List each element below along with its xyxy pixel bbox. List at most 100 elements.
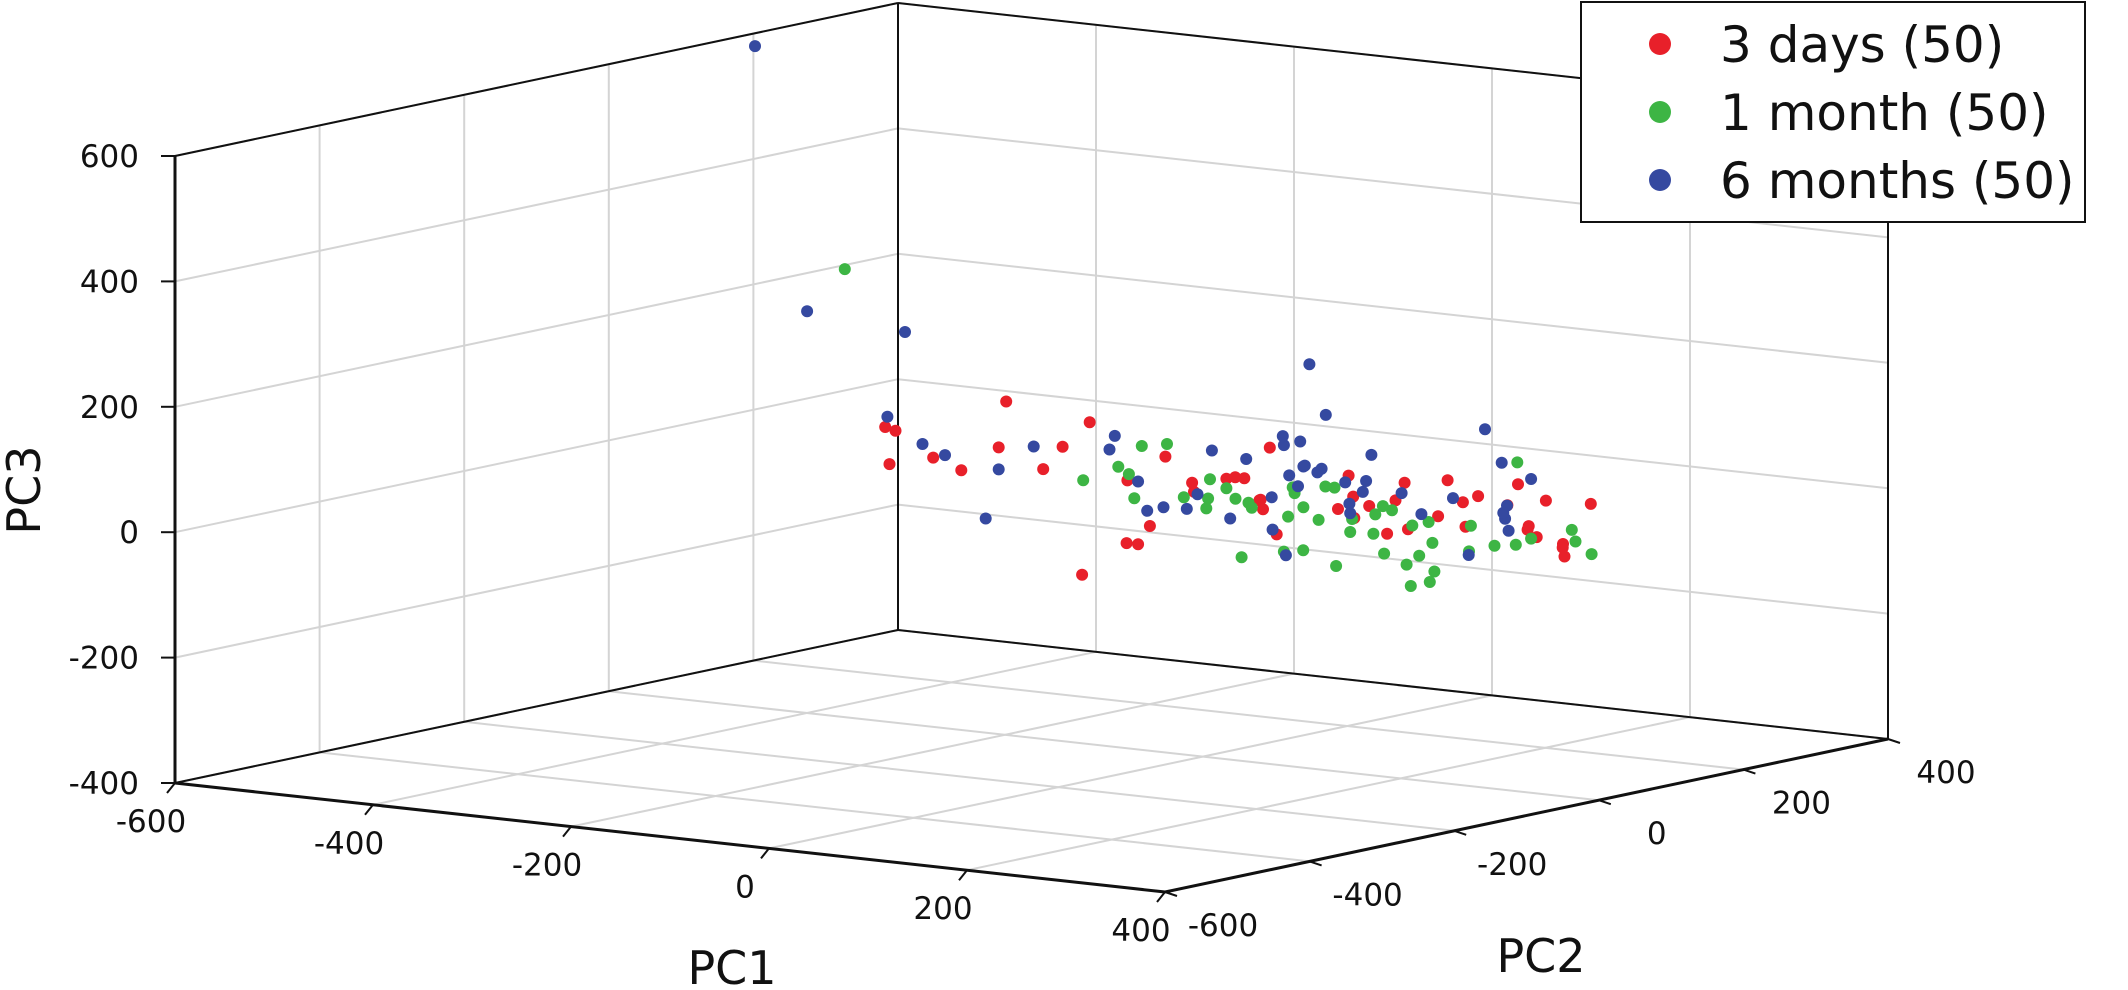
- data-point: [1083, 416, 1096, 429]
- series-group: [838, 263, 1598, 592]
- data-point: [1464, 519, 1477, 532]
- data-point: [1037, 463, 1050, 476]
- x-tick-mark: [760, 847, 770, 860]
- data-point: [1497, 506, 1510, 519]
- data-point: [1077, 474, 1090, 487]
- floor-grid-line: [608, 690, 1599, 802]
- data-point: [1422, 516, 1435, 528]
- data-point: [1426, 536, 1439, 549]
- data-point: [801, 305, 814, 318]
- floor-grid-line: [372, 650, 1097, 806]
- floor-grid-line: [570, 672, 1295, 828]
- data-point: [1428, 565, 1441, 578]
- data-point: [1277, 439, 1290, 452]
- series-group: [749, 40, 1538, 562]
- x-axis-line: [174, 781, 1166, 894]
- data-point: [1224, 512, 1237, 525]
- x-tick-label: -400: [314, 826, 384, 862]
- data-point: [1369, 508, 1382, 521]
- y-axis-line: [1164, 737, 1889, 894]
- y-tick-mark: [1598, 799, 1612, 806]
- data-point: [1000, 395, 1013, 408]
- data-point: [1220, 482, 1233, 495]
- data-point: [1276, 430, 1289, 443]
- data-point: [1441, 474, 1454, 487]
- data-point: [1363, 500, 1376, 512]
- legend-marker: [1649, 33, 1671, 55]
- x-tick-label: -200: [512, 848, 582, 884]
- data-point: [1512, 478, 1524, 491]
- legend-label: 1 month (50): [1720, 84, 2049, 142]
- x-tick-label: 0: [735, 869, 755, 905]
- data-point: [1191, 488, 1204, 501]
- data-point: [1312, 513, 1325, 526]
- box-edge: [174, 2, 899, 157]
- data-point: [1413, 549, 1426, 562]
- data-point: [992, 441, 1005, 454]
- data-point: [1472, 490, 1485, 503]
- data-point: [1242, 496, 1255, 509]
- z-tick-label: 200: [80, 390, 139, 426]
- data-point: [1294, 435, 1307, 448]
- y-tick-mark: [1309, 860, 1322, 867]
- data-point: [1344, 507, 1357, 520]
- data-point: [1356, 485, 1369, 498]
- data-point: [881, 410, 894, 423]
- wall-grid-line: [174, 252, 899, 408]
- floor-grid-line: [768, 694, 1493, 850]
- data-point: [1344, 526, 1357, 538]
- legend-marker: [1649, 101, 1671, 123]
- data-point: [1103, 443, 1116, 456]
- data-point: [1509, 538, 1522, 551]
- y-tick-label: -600: [1188, 908, 1258, 944]
- y-tick-label: 200: [1772, 786, 1831, 822]
- z-axis-title: PC3: [0, 445, 51, 534]
- data-point: [1398, 476, 1411, 489]
- data-point: [1400, 558, 1413, 571]
- x-axis-title: PC1: [687, 941, 776, 990]
- data-point: [979, 512, 992, 525]
- data-point: [1502, 524, 1515, 537]
- data-point: [1279, 549, 1292, 562]
- data-point: [1235, 551, 1248, 564]
- data-point: [1303, 358, 1316, 371]
- x-tick-mark: [364, 804, 374, 816]
- floor-grid-line: [966, 716, 1691, 872]
- y-tick-label: 400: [1916, 755, 1975, 791]
- data-point: [749, 40, 761, 53]
- data-point: [1141, 504, 1154, 517]
- y-tick-label: -200: [1477, 847, 1547, 883]
- wall-grid-line: [174, 503, 899, 659]
- x-tick-mark: [166, 782, 176, 794]
- data-point: [1332, 503, 1344, 515]
- data-point: [1204, 473, 1216, 486]
- wall-grid-line: [174, 378, 899, 534]
- x-tick-mark: [562, 825, 572, 838]
- data-point: [1319, 408, 1332, 421]
- data-point: [1143, 520, 1156, 532]
- data-point: [1257, 503, 1269, 516]
- wall-grid-line: [897, 503, 1889, 615]
- legend-label: 3 days (50): [1720, 16, 2004, 74]
- wall-grid-line: [897, 252, 1889, 364]
- data-point: [1283, 469, 1296, 482]
- data-point: [1395, 487, 1408, 500]
- z-tick-label: 400: [80, 264, 139, 300]
- wall-grid-line: [174, 127, 899, 283]
- z-tick-label: -400: [69, 766, 139, 802]
- data-point: [883, 458, 896, 471]
- data-point: [1479, 423, 1491, 436]
- data-point: [1132, 538, 1145, 551]
- data-point: [1159, 450, 1172, 463]
- data-point: [1447, 492, 1459, 505]
- data-point: [1122, 468, 1135, 481]
- legend-marker: [1649, 169, 1671, 191]
- data-point: [1456, 496, 1469, 509]
- data-points: [749, 40, 1598, 592]
- floor-grid-line: [753, 659, 1744, 771]
- data-point: [927, 451, 940, 464]
- data-point: [1339, 476, 1352, 489]
- x-tick-label: 200: [913, 891, 972, 927]
- data-point: [1297, 544, 1310, 557]
